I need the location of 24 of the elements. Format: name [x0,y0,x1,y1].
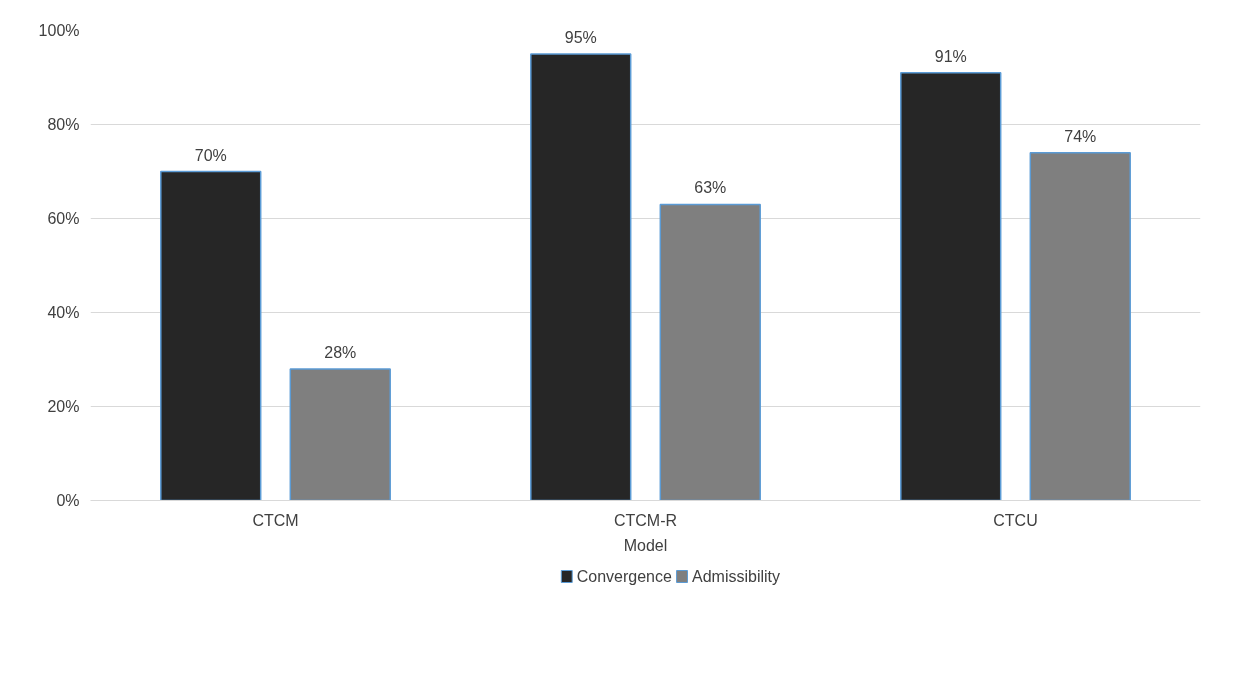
y-tick-label: 60% [47,210,80,227]
legend-label: Convergence [576,568,672,585]
data-label: 95% [564,29,597,46]
y-tick-label: 40% [47,304,80,321]
x-tick-label: CTCM-R [613,511,678,529]
data-label: 91% [934,47,967,65]
bar [530,53,632,501]
y-tick-label: 100% [38,22,80,39]
bar [160,170,262,501]
legend-label: Admissibility [691,568,780,585]
data-label: 74% [1064,127,1097,145]
data-label: 28% [324,343,357,361]
bar [289,368,391,501]
data-label: 63% [694,179,727,197]
y-tick-label: 20% [47,398,80,415]
bar [1029,151,1131,501]
bar [659,203,761,501]
x-tick-label: CTCM [252,511,299,529]
y-tick-label: 0% [56,492,80,509]
x-tick-label: CTCU [993,511,1038,529]
data-label: 70% [194,146,227,164]
y-tick-label: 80% [47,116,80,133]
bar [900,72,1002,501]
x-axis-title: Model [623,536,668,554]
